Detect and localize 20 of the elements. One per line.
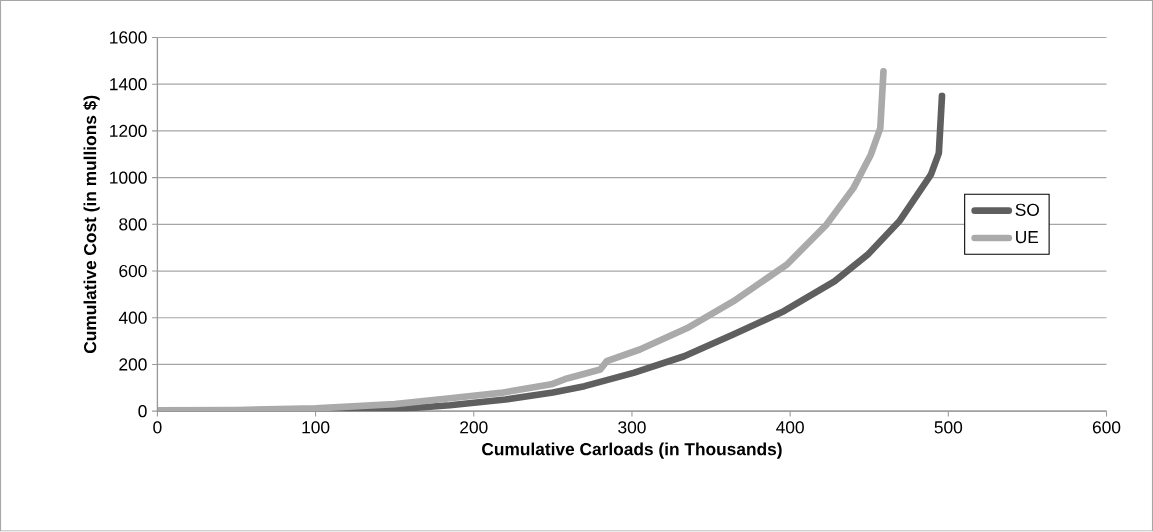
y-tick-label: 1400	[110, 78, 147, 91]
x-tick-label: 300	[618, 421, 646, 434]
x-tick-label: 200	[460, 421, 488, 434]
y-axis-title: Cumulative Cost (in mullions $)	[83, 95, 100, 354]
y-tick-label: 1600	[110, 31, 147, 44]
y-tick-label: 200	[119, 358, 147, 371]
y-tick-label: 400	[118, 311, 147, 325]
legend-label: SO	[1015, 203, 1039, 217]
x-tick-label: 500	[934, 421, 963, 434]
x-axis-title: Cumulative Carloads (in Thousands)	[482, 442, 782, 459]
x-tick-label: 0	[153, 421, 162, 434]
y-tick-label: 1000	[110, 171, 147, 184]
y-tick-label: 800	[119, 218, 147, 231]
y-tick-label: 1200	[110, 124, 147, 138]
legend-label: UE	[1016, 231, 1039, 244]
y-tick-label: 600	[119, 265, 147, 278]
x-tick-label: 400	[776, 421, 804, 434]
y-tick-label: 0	[138, 405, 147, 418]
x-tick-label: 600	[1092, 421, 1121, 434]
x-tick-label: 100	[302, 421, 330, 434]
